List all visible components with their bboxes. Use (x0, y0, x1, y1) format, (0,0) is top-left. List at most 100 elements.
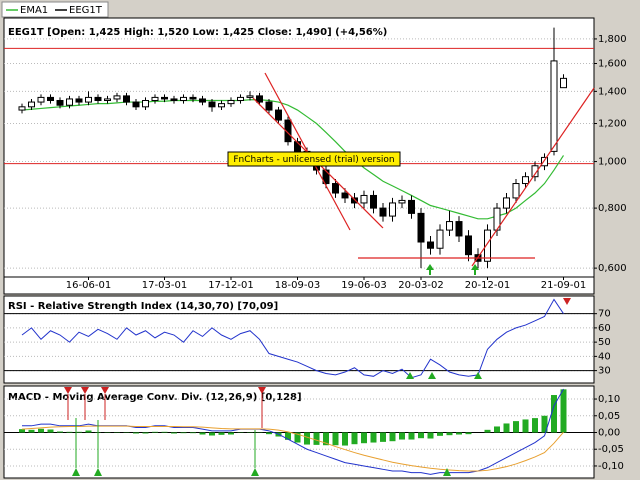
histogram-bar (66, 431, 73, 433)
candle-body (104, 98, 111, 102)
series-line (21, 425, 564, 472)
sell-signal-lines (67, 394, 263, 428)
y-tick-label: 1,200 (598, 119, 627, 130)
candle-body (189, 96, 197, 100)
candle-body (170, 98, 178, 102)
candle-body (132, 101, 140, 108)
histogram-bar (551, 395, 557, 433)
legend-label: EMA1 (20, 5, 48, 16)
y-tick-label: 40 (598, 351, 611, 362)
candle-body (18, 106, 26, 111)
histogram-bar (522, 419, 529, 433)
y-tick-label: 0,10 (598, 394, 620, 405)
rsi-title: RSI - Relative Strength Index (14,30,70)… (8, 301, 278, 312)
candle-body (370, 194, 377, 209)
histogram-bar (342, 432, 348, 446)
sell-signals (64, 298, 571, 394)
histogram-bar (209, 432, 215, 436)
candle-body (28, 101, 35, 108)
candle-body (208, 101, 216, 108)
x-tick-label: 17-03-01 (142, 280, 187, 291)
histogram-bar (57, 431, 63, 433)
candle-body (56, 100, 64, 106)
rsi-panel (3, 295, 595, 384)
histogram-bar (437, 432, 443, 436)
y-tick-label: 1,400 (598, 86, 627, 97)
plot-layer: 0,600 0,800 1,000 1,200 1,400 1,600 1,800 16-06… (4, 27, 627, 475)
histogram-bar (446, 432, 453, 436)
candle-body (227, 100, 235, 105)
y-tick-label: 1,800 (598, 34, 627, 45)
histogram-bar (380, 432, 386, 442)
candle-body (446, 221, 453, 231)
candle-body (199, 98, 206, 103)
candle-body (436, 229, 444, 249)
candle-body (161, 96, 168, 100)
candle-body (503, 197, 510, 209)
histogram-bar (313, 432, 320, 445)
histogram-bar (199, 432, 206, 435)
candle-body (465, 235, 472, 256)
candle-body (360, 194, 368, 204)
histogram-bar (180, 432, 187, 434)
candle-body (275, 109, 282, 121)
histogram-bar (513, 421, 519, 433)
histogram-bar (28, 429, 35, 433)
buy-signals (72, 264, 482, 476)
candle-body (246, 95, 254, 98)
histogram-bar (285, 432, 291, 440)
candle-body (180, 96, 187, 102)
histogram-bar (465, 432, 472, 435)
histogram-bar (228, 432, 234, 435)
candle-body (94, 96, 102, 102)
histogram-bar (427, 432, 434, 439)
histogram-bar (142, 432, 149, 434)
histogram-bar (418, 432, 424, 439)
x-tick-label: 20-12-01 (465, 280, 510, 291)
chart-title: EEG1T [Open: 1,425 High: 1,520 Low: 1,42… (8, 27, 387, 38)
candle-body (427, 241, 434, 249)
histogram-bar (560, 389, 567, 433)
y-tick-label: -0,05 (598, 444, 624, 455)
y-tick-label: 50 (598, 337, 611, 348)
x-tick-label: 17-12-01 (208, 280, 253, 291)
y-tick-label: 1,000 (598, 157, 627, 168)
candle-body (218, 103, 225, 108)
histogram-bar (190, 432, 196, 434)
histogram-bar (541, 415, 548, 433)
histogram-bar (456, 432, 462, 435)
series-line (21, 99, 565, 220)
histogram-bar (389, 432, 396, 442)
candle-body (398, 199, 406, 204)
histogram-bar (304, 432, 310, 445)
y-tick-label: 0,00 (598, 428, 620, 439)
candle-body (237, 96, 244, 102)
candle-body (113, 95, 121, 100)
candle-body (151, 96, 159, 102)
y-tick-label: 30 (598, 366, 611, 377)
histogram-bar (332, 432, 339, 446)
y-tick-label: 60 (598, 323, 611, 334)
candle-body (389, 202, 396, 217)
histogram-bar (171, 432, 177, 434)
candle-body (322, 169, 330, 185)
histogram-bar (399, 432, 405, 440)
histogram-bar (218, 432, 225, 435)
histogram-bar (266, 432, 272, 435)
x-tick-label: 16-06-01 (66, 280, 111, 291)
candle-body (75, 98, 83, 103)
candle-body (332, 183, 339, 194)
candle-body (351, 197, 358, 204)
histogram-bar (484, 429, 491, 433)
macd-title: MACD - Moving Average Conv. Div. (12,26,… (8, 392, 302, 403)
candle-body (560, 77, 567, 89)
histogram-bar (152, 431, 158, 433)
candle-body (455, 221, 463, 237)
y-tick-label: 1,600 (598, 59, 627, 70)
candle-body (531, 165, 539, 178)
y-tick-label: 0,800 (598, 203, 627, 214)
candle-body (512, 183, 520, 199)
histogram-bar (294, 432, 301, 443)
candle-body (417, 212, 425, 243)
